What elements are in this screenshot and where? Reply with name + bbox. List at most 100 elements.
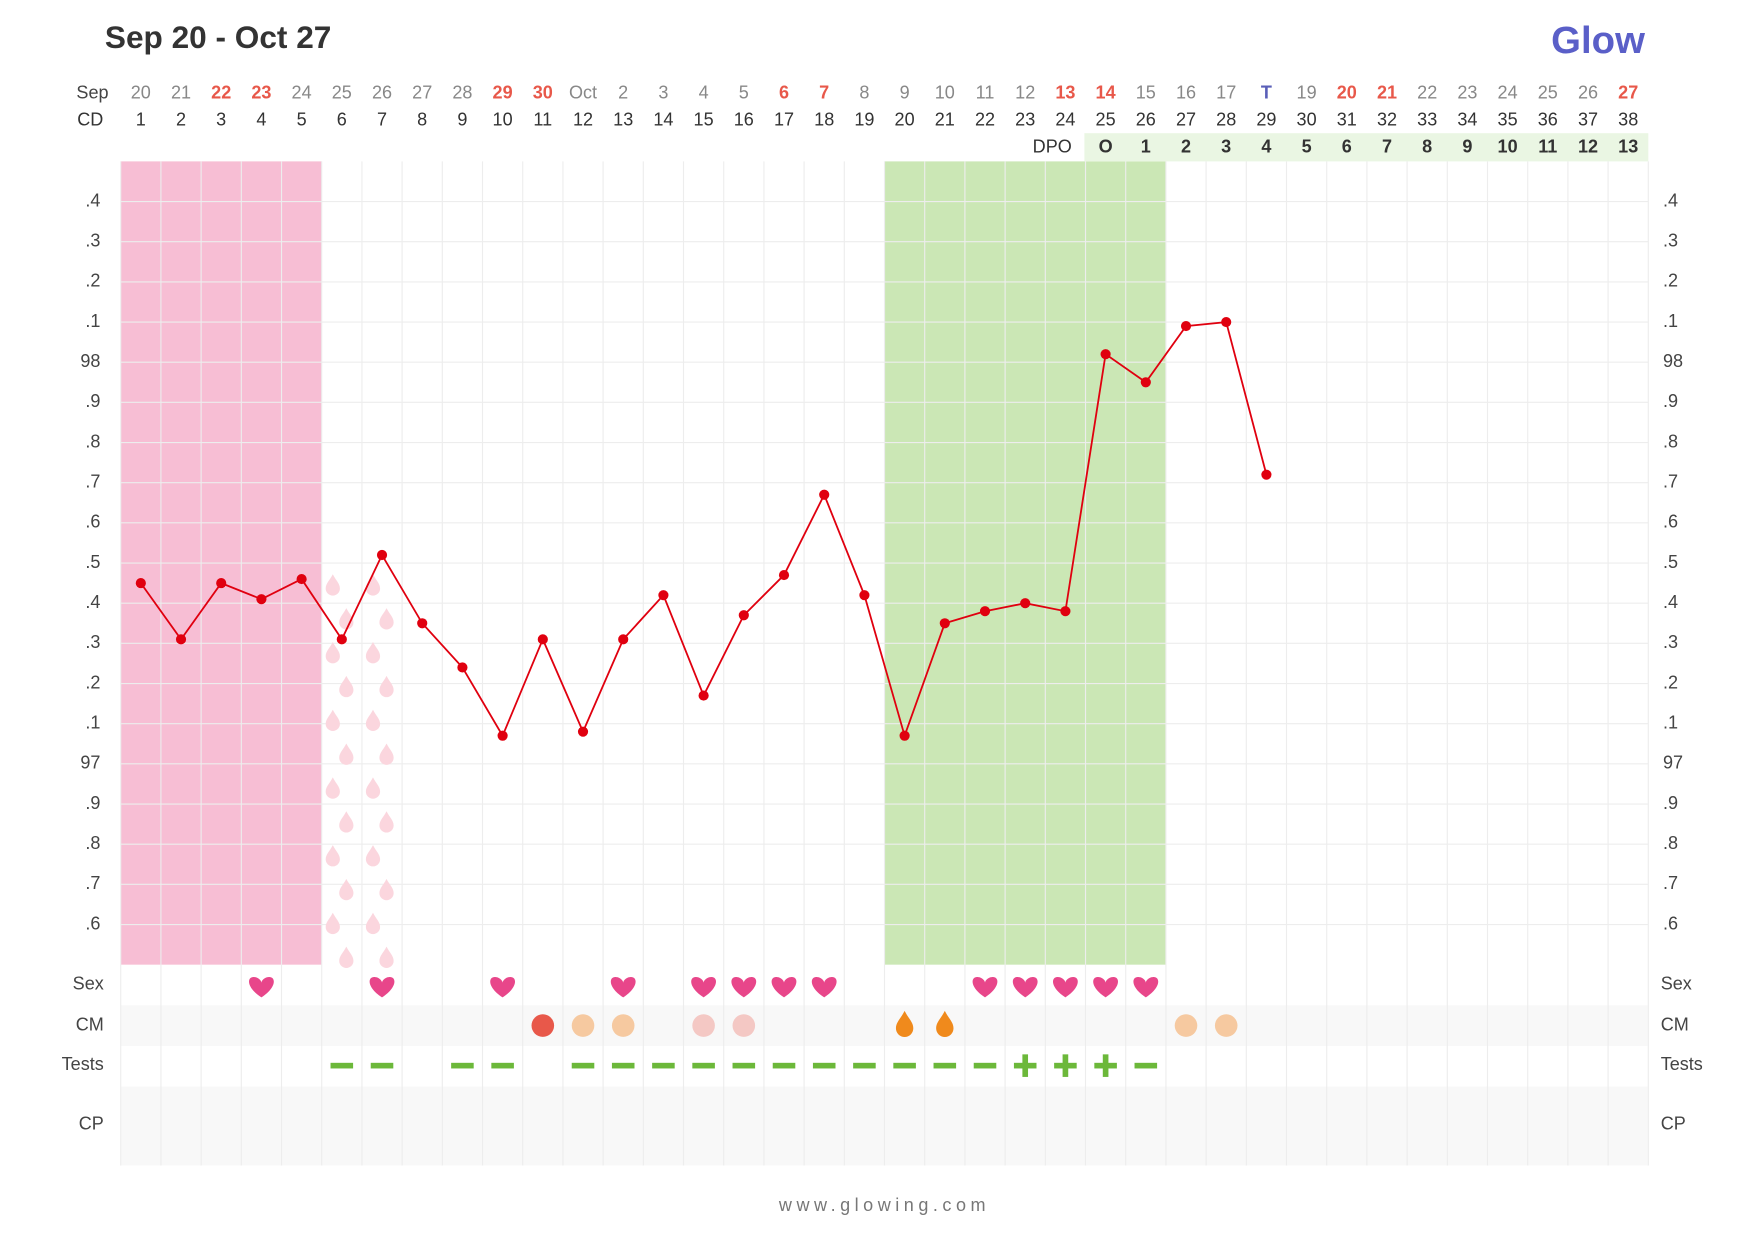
sex-heart [490,976,516,998]
cd-number: 10 [493,110,513,130]
spotting-drop [379,946,394,968]
date-label: 27 [412,82,432,102]
spotting-drop [365,845,381,867]
y-tick-label: .7 [85,873,100,893]
temperature-point [175,634,187,645]
test-positive [1054,1054,1077,1077]
y-tick-label: .5 [85,552,100,572]
spotting-drop [379,675,394,698]
y2-tick-label: .2 [1663,672,1678,692]
y-tick-label: .9 [85,793,100,813]
y2-tick-label: .8 [1663,833,1678,853]
spotting-drop [379,608,394,630]
cd-number: 11 [533,110,552,130]
sex-heart [610,976,636,998]
temperature-point [1261,469,1272,480]
cd-number: 8 [417,110,427,130]
temperature-point [819,489,830,500]
sex-heart [771,976,797,998]
date-label: 10 [935,82,955,102]
cd-number: 3 [216,110,226,130]
cd-label: CD [77,110,103,130]
date-label: 16 [1176,82,1196,102]
date-label: 24 [292,82,312,102]
test-negative [611,1062,635,1069]
test-negative [973,1062,997,1069]
dpo-number: 5 [1302,137,1312,157]
y2-tick-label: .4 [1663,592,1678,612]
cd-number: 27 [1176,110,1196,130]
spotting-drop [365,574,381,596]
y2-tick-label: .6 [1663,913,1678,933]
temperature-point [1060,606,1071,617]
test-plus-v [1022,1054,1029,1077]
date-label: Oct [569,82,597,102]
date-label: 29 [493,82,513,102]
test-positive [1094,1054,1117,1077]
test-negative [451,1062,474,1069]
spotting-drop [379,811,394,833]
spotting-column [365,574,394,968]
dpo-number: 7 [1382,137,1392,157]
cm-icon [1214,1014,1238,1037]
y2-tick-label: 97 [1663,753,1683,773]
cm-icon [692,1014,715,1037]
spotting-drop [339,946,354,968]
dpo-label: DPO [1033,137,1072,157]
test-negative [812,1062,836,1069]
date-label: 4 [699,82,709,102]
spotting-drop [339,811,354,833]
date-label: 12 [1015,82,1035,102]
cd-number: 21 [935,110,955,130]
spotting-drop [339,878,354,901]
date-label: 15 [1136,82,1156,102]
dpo-number: 6 [1342,137,1352,157]
temperature-point [1221,316,1232,328]
row-label-right: CM [1661,1014,1689,1034]
test-negative [772,1062,796,1069]
temperature-point [417,618,428,629]
cd-number: 31 [1337,110,1357,130]
cd-number: 17 [774,110,794,130]
spotting-drop [365,709,381,732]
test-negative [652,1062,675,1069]
temperature-point [859,590,870,601]
date-label: 28 [452,82,472,102]
y-tick-label: .4 [85,592,100,612]
sex-heart [369,976,395,998]
row-label: Tests [62,1054,104,1074]
sex-heart [691,976,717,998]
date-label: 5 [739,82,749,102]
y2-tick-label: .7 [1663,471,1678,491]
cd-number: 18 [814,110,834,130]
row-label-right: Tests [1661,1054,1703,1074]
spotting-drop [325,845,340,867]
dpo-number: 1 [1141,137,1151,157]
y2-tick-label: .4 [1663,190,1678,210]
sex-heart [731,976,757,998]
cd-number: 1 [136,110,146,130]
cd-number: 37 [1578,110,1598,130]
y-tick-label: .2 [85,672,100,692]
y-tick-label: .8 [85,431,100,451]
date-label: 2 [618,82,628,102]
cd-number: 20 [895,110,915,130]
cd-number: 15 [694,110,714,130]
dpo-number: 4 [1261,137,1271,157]
month-label: Sep [76,82,108,102]
temperature-point [698,690,709,701]
sex-heart [972,976,998,998]
spotting-drop [365,777,381,799]
row-label-right: CP [1661,1114,1686,1134]
spotting-drop [325,574,340,596]
cd-number: 34 [1457,110,1477,130]
date-label: 22 [211,82,231,102]
date-label: 17 [1216,82,1236,102]
date-label: 23 [1457,82,1477,102]
date-label: 30 [533,82,553,102]
test-negative [692,1062,715,1069]
cd-number: 23 [1015,110,1035,130]
temperature-point [537,634,548,645]
date-label: 14 [1096,82,1116,102]
